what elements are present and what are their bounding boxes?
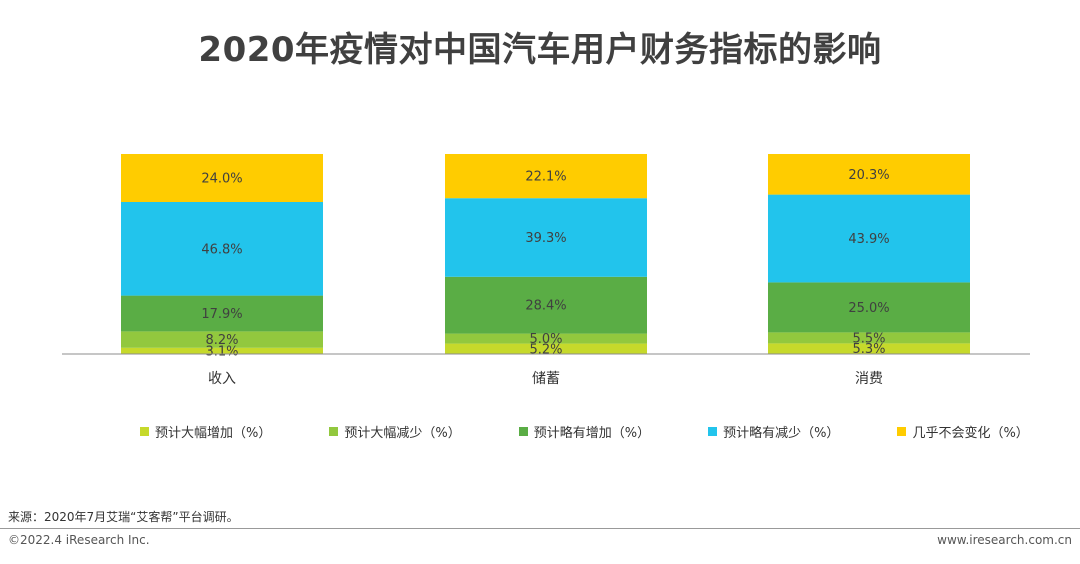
bar-segment: [445, 198, 647, 277]
bar-segment: [445, 333, 647, 344]
bar-segment: [445, 154, 647, 199]
legend-item: 预计略有减少（%）: [708, 422, 839, 441]
bar-segment: [121, 202, 323, 296]
chart-title: 2020年疫情对中国汽车用户财务指标的影响: [198, 30, 882, 70]
bar-segment: [768, 194, 970, 283]
data-label: 5.0%: [529, 332, 562, 347]
x-tick-label: 储蓄: [532, 371, 560, 387]
legend-item: 预计大幅减少（%）: [329, 422, 461, 441]
legend-swatch: [518, 426, 528, 436]
data-label: 46.8%: [201, 242, 242, 257]
legend-swatch: [708, 426, 718, 436]
legend-swatch: [897, 426, 907, 436]
data-label: 28.4%: [525, 299, 566, 314]
bar-segment: [768, 282, 970, 333]
data-label: 43.9%: [848, 232, 889, 247]
bar-segment: [121, 331, 323, 348]
bar-segment: [121, 154, 323, 202]
data-label: 3.1%: [205, 344, 238, 359]
bar-segment: [768, 343, 970, 354]
bar-layer: [121, 154, 970, 354]
data-label: 5.3%: [852, 342, 885, 357]
data-label: 22.1%: [525, 170, 566, 185]
x-tick-label: 消费: [855, 371, 883, 387]
legend-label: 预计略有减少（%）: [723, 425, 840, 441]
data-label-layer: 3.1%8.2%17.9%46.8%24.0%5.2%5.0%28.4%39.3…: [201, 168, 889, 360]
source-note: 来源：2020年7月艾瑞“艾客帮”平台调研。: [8, 510, 239, 524]
data-label: 25.0%: [848, 301, 889, 316]
bar-segment: [445, 276, 647, 334]
data-label: 5.5%: [852, 331, 885, 346]
x-tick-label: 收入: [208, 371, 236, 387]
data-label: 8.2%: [205, 333, 238, 348]
legend-item: 几乎不会变化（%）: [897, 422, 1029, 441]
legend-label: 预计大幅减少（%）: [344, 425, 461, 441]
data-label: 20.3%: [848, 168, 889, 183]
legend-swatch: [140, 426, 149, 436]
legend-swatch: [329, 426, 339, 436]
bar-segment: [121, 347, 323, 354]
bar-segment: [445, 343, 647, 354]
website-link[interactable]: www.iresearch.com.cn: [937, 533, 1072, 547]
data-label: 17.9%: [201, 307, 242, 322]
legend-label: 几乎不会变化（%）: [912, 425, 1029, 441]
data-label: 39.3%: [525, 231, 566, 246]
legend-label: 预计略有增加（%）: [533, 425, 651, 441]
copyright-text: ©2022.4 iResearch Inc.: [8, 533, 150, 547]
legend-item: 预计大幅增加（%）: [140, 422, 271, 441]
bar-segment: [121, 295, 323, 332]
bar-segment: [768, 332, 970, 344]
bar-segment: [768, 154, 970, 195]
legend-label: 预计大幅增加（%）: [155, 425, 272, 441]
x-tick-labels: 收入 储蓄 消费: [208, 371, 883, 387]
stacked-bar-chart: 3.1%8.2%17.9%46.8%24.0%5.2%5.0%28.4%39.3…: [62, 154, 1030, 387]
chart-legend: 预计大幅增加（%） 预计大幅减少（%） 预计略有增加（%） 预计略有减少（%） 几乎不会…: [140, 420, 1029, 442]
data-label: 24.0%: [201, 172, 242, 187]
legend-item: 预计略有增加（%）: [518, 422, 651, 441]
footer-divider: [0, 528, 1080, 529]
